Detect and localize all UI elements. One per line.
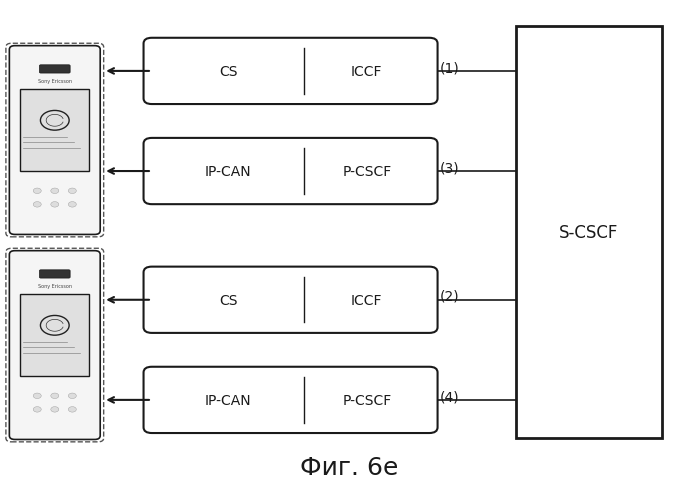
FancyBboxPatch shape	[20, 295, 89, 376]
Text: S-CSCF: S-CSCF	[559, 223, 619, 242]
Circle shape	[69, 407, 76, 412]
Circle shape	[34, 189, 41, 194]
Text: (3): (3)	[440, 161, 459, 175]
Circle shape	[51, 393, 59, 399]
Bar	[516, 27, 661, 438]
Text: Sony Ericsson: Sony Ericsson	[38, 283, 72, 288]
Circle shape	[34, 393, 41, 399]
Circle shape	[69, 202, 76, 208]
Text: Sony Ericsson: Sony Ericsson	[38, 78, 72, 84]
Circle shape	[51, 202, 59, 208]
FancyBboxPatch shape	[9, 251, 100, 439]
Text: (4): (4)	[440, 389, 459, 403]
Text: CS: CS	[219, 293, 238, 307]
FancyBboxPatch shape	[143, 39, 438, 105]
FancyBboxPatch shape	[39, 66, 70, 74]
Circle shape	[51, 189, 59, 194]
Text: (2): (2)	[440, 289, 459, 303]
FancyBboxPatch shape	[9, 46, 100, 235]
Circle shape	[69, 393, 76, 399]
Text: CS: CS	[219, 65, 238, 79]
Text: ICCF: ICCF	[351, 293, 382, 307]
FancyBboxPatch shape	[143, 267, 438, 333]
Text: ICCF: ICCF	[351, 65, 382, 79]
Text: IP-CAN: IP-CAN	[205, 165, 252, 179]
Text: P-CSCF: P-CSCF	[343, 165, 391, 179]
Circle shape	[34, 202, 41, 208]
FancyBboxPatch shape	[143, 138, 438, 205]
Text: (1): (1)	[440, 61, 459, 75]
Text: Фиг. 6e: Фиг. 6e	[301, 454, 398, 479]
Circle shape	[69, 189, 76, 194]
Text: IP-CAN: IP-CAN	[205, 393, 252, 407]
Text: P-CSCF: P-CSCF	[343, 393, 391, 407]
FancyBboxPatch shape	[143, 367, 438, 433]
FancyBboxPatch shape	[39, 270, 70, 278]
Circle shape	[34, 407, 41, 412]
FancyBboxPatch shape	[20, 90, 89, 171]
Circle shape	[51, 407, 59, 412]
